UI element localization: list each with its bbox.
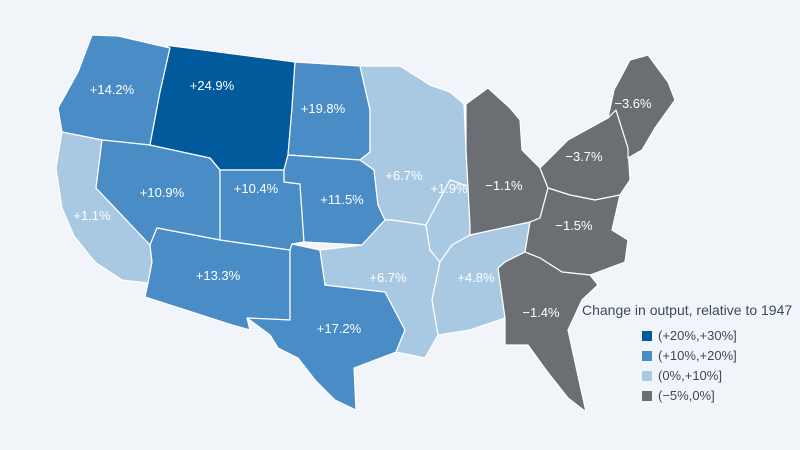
region-value-label: +10.9% (140, 185, 185, 200)
region-value-label: −1.4% (522, 305, 560, 320)
legend-item: (0%,+10%] (642, 368, 797, 383)
regions-layer (55, 34, 676, 413)
legend-swatch (642, 330, 652, 341)
region-value-label: +14.2% (90, 82, 135, 97)
region-new-england (607, 54, 676, 159)
region-value-label: −1.1% (485, 178, 523, 193)
region-value-label: +11.5% (320, 192, 364, 207)
region-value-label: +13.3% (196, 268, 241, 283)
legend-swatch (642, 350, 652, 361)
region-value-label: +6.7% (385, 168, 423, 183)
legend-title: Change in output, relative to 1947 (582, 302, 793, 318)
region-value-label: +6.7% (369, 270, 407, 285)
labels-layer: +14.2% +1.1% +10.9% +13.3% +24.9% +10.4% +19.8… (73, 78, 652, 336)
legend-swatch (642, 390, 652, 401)
region-value-label: +4.8% (457, 270, 495, 285)
legend-item: (−5%,0%] (642, 388, 797, 403)
region-value-label: +17.2% (317, 321, 362, 336)
region-value-label: +1.9% (430, 181, 468, 196)
region-value-label: +10.4% (234, 181, 279, 196)
region-value-label: −3.7% (565, 149, 603, 164)
map-legend: Change in output, relative to 1947 (+20%… (582, 302, 797, 408)
legend-label: (+20%,+30%] (658, 328, 737, 343)
legend-label: (+10%,+20%] (658, 348, 737, 363)
legend-label: (−5%,0%] (658, 388, 715, 403)
legend-items: (+20%,+30%] (+10%,+20%] (0%,+10%] (−5%,0%] (582, 328, 797, 403)
region-value-label: +1.1% (73, 208, 111, 223)
region-virginia-carolinas (524, 187, 629, 276)
legend-swatch (642, 370, 652, 381)
legend-item: (+10%,+20%] (642, 348, 797, 363)
region-southeast (497, 251, 599, 413)
legend-item: (+20%,+30%] (642, 328, 797, 343)
region-value-label: +24.9% (190, 78, 235, 93)
region-great-lakes (465, 87, 549, 236)
region-value-label: +19.8% (301, 101, 346, 116)
region-value-label: −1.5% (555, 218, 593, 233)
legend-label: (0%,+10%] (658, 368, 722, 383)
region-value-label: −3.6% (614, 96, 652, 111)
